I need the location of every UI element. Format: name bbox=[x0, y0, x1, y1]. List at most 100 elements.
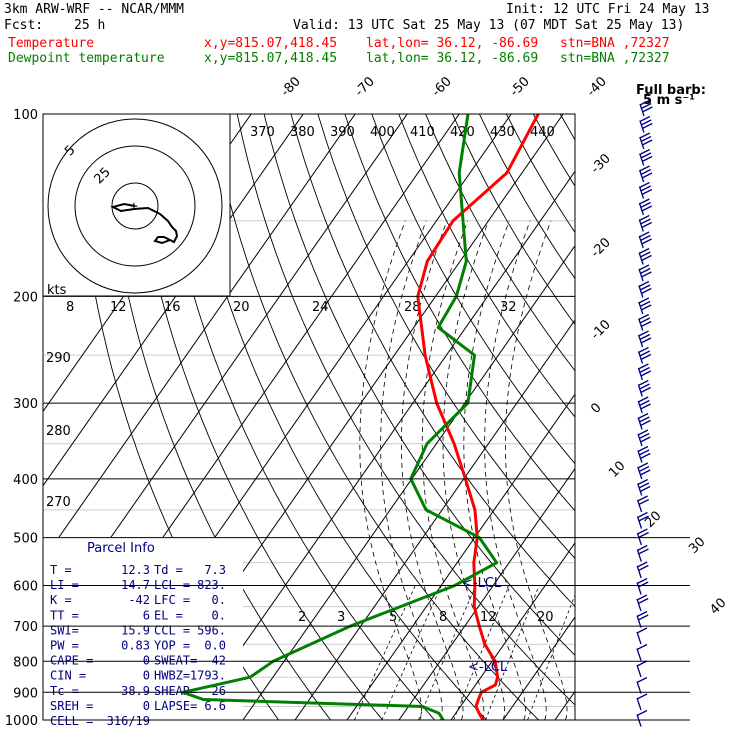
wind-barb-flag-14-1 bbox=[639, 333, 651, 341]
wind-barb-30 bbox=[636, 594, 649, 612]
parcel-cell-9-0: SREH = bbox=[50, 699, 93, 713]
parcel-cell-0-3: 7.3 bbox=[204, 563, 226, 577]
wind-barb-flag-18-1 bbox=[639, 399, 650, 407]
wind-barb-flag-22-2 bbox=[639, 469, 651, 476]
wind-barb-flag-5-1 bbox=[640, 185, 651, 192]
wind-barb-flag-3-0 bbox=[639, 148, 650, 156]
wind-barb-flag-9-0 bbox=[638, 247, 650, 255]
wind-barb-staff-36 bbox=[636, 697, 642, 711]
wind-barb-0 bbox=[639, 99, 653, 117]
mixing-label-top-28: 28 bbox=[404, 300, 421, 315]
wind-barb-flag-10-1 bbox=[639, 267, 651, 275]
wind-barb-flag-21-2 bbox=[640, 452, 651, 460]
wind-barb-13 bbox=[638, 313, 652, 331]
mixing-label-top-8: 8 bbox=[66, 300, 74, 315]
dry-adiabat-460 bbox=[641, 114, 740, 733]
wind-barb-flag-14-0 bbox=[638, 330, 649, 337]
parcel-cell-2-3: 0. bbox=[212, 593, 226, 607]
wind-barb-flag-22-0 bbox=[637, 462, 649, 469]
init-time: Init: 12 UTC Fri 24 May 13 bbox=[506, 2, 710, 17]
wind-barb-9 bbox=[638, 247, 652, 265]
wind-barb-staff-17 bbox=[637, 384, 643, 397]
isotherm-label-40: 40 bbox=[707, 596, 729, 618]
wind-barb-flag-12-2 bbox=[640, 304, 652, 311]
wind-barb-20 bbox=[637, 429, 651, 447]
wind-barb-11 bbox=[638, 280, 652, 298]
parcel-cell-7-1: 0 bbox=[143, 669, 150, 683]
wind-barb-flag-2-0 bbox=[639, 132, 651, 139]
wind-barb-staff-6 bbox=[638, 202, 645, 216]
wind-barb-37 bbox=[636, 709, 648, 727]
latlon-temperature: lat,lon= 36.12, -86.69 bbox=[366, 36, 539, 51]
wind-barb-flag-19-1 bbox=[639, 416, 650, 423]
isotherm-label-10: 10 bbox=[606, 459, 628, 481]
wind-barb-staff-3 bbox=[639, 153, 645, 166]
wind-barb-flag-6-2 bbox=[641, 205, 653, 212]
wind-barb-flag-1-2 bbox=[642, 122, 653, 130]
parcel-cell-7-2: HWBZ= bbox=[154, 669, 190, 683]
wind-barb-flag-13-1 bbox=[639, 317, 651, 324]
mixing-label-low-5: 5 bbox=[389, 610, 397, 625]
wind-barb-flag-17-1 bbox=[639, 383, 650, 390]
dry-adiabat-420 bbox=[532, 114, 575, 187]
mixing-ratio-2 bbox=[354, 585, 416, 720]
wind-barb-flag-15-2 bbox=[640, 353, 652, 361]
parcel-cell-8-3: 26 bbox=[212, 684, 226, 698]
parcel-cell-6-1: 0 bbox=[143, 654, 150, 668]
dry-adiabat-410 bbox=[505, 114, 575, 234]
dry-adiabat-360 bbox=[371, 114, 575, 465]
wind-barb-flag-13-2 bbox=[640, 320, 652, 328]
pressure-label-900: 900 bbox=[13, 686, 38, 701]
wind-barb-staff-31 bbox=[636, 615, 642, 628]
wind-barb-flag-1-0 bbox=[639, 115, 651, 123]
pressure-label-100: 100 bbox=[13, 108, 38, 123]
wind-barb-flag-6-0 bbox=[639, 198, 650, 205]
mixing-label-low-3: 3 bbox=[337, 610, 345, 625]
parcel-cell-2-1: -42 bbox=[128, 593, 150, 607]
isotherm--100 bbox=[43, 114, 304, 487]
parcel-cell-9-2: LAPSE= bbox=[154, 699, 197, 713]
wind-barb-12 bbox=[638, 297, 652, 315]
pressure-label-1000: 1000 bbox=[5, 714, 38, 729]
pressure-label-400: 400 bbox=[13, 473, 38, 488]
wind-barb-35 bbox=[636, 676, 648, 694]
wind-barb-28 bbox=[636, 561, 649, 579]
parcel-cell-0-1: 12.3 bbox=[121, 563, 150, 577]
mixing-label-low-20: 20 bbox=[537, 610, 554, 625]
parcel-cell-5-2: YOP = bbox=[154, 639, 190, 653]
parcel-cell-10-0: CELL = bbox=[50, 714, 93, 728]
wind-barb-staff-32 bbox=[636, 631, 642, 645]
station-dewpoint: stn=BNA ,72327 bbox=[560, 51, 670, 66]
wind-barb-32 bbox=[636, 627, 648, 645]
wind-barb-flag-25-0 bbox=[637, 511, 648, 519]
wind-barb-flag-8-2 bbox=[641, 238, 652, 245]
wind-barb-flag-26-1 bbox=[638, 531, 649, 539]
isotherm-label--20: -20 bbox=[588, 235, 614, 261]
parcel-cell-2-2: LFC = bbox=[154, 593, 190, 607]
wind-barb-flag-17-0 bbox=[638, 379, 649, 387]
parcel-cell-8-1: 38.9 bbox=[121, 684, 150, 698]
dry-adiabat-310 bbox=[236, 114, 575, 706]
wind-barb-staff-0 bbox=[639, 103, 645, 117]
wind-barb-staff-29 bbox=[636, 582, 642, 595]
wind-barb-3 bbox=[639, 148, 653, 166]
moist-adiabat-28 bbox=[484, 220, 547, 720]
wind-barb-staff-4 bbox=[638, 169, 645, 183]
wind-barb-22 bbox=[637, 462, 651, 480]
mixing-label-low-8: 8 bbox=[439, 610, 447, 625]
isotherm-label--30: -30 bbox=[588, 151, 614, 177]
wind-barb-flag-23-0 bbox=[637, 478, 648, 486]
wind-barb-flag-36-0 bbox=[636, 693, 648, 700]
dewpoint-line bbox=[181, 114, 499, 720]
wind-barb-29 bbox=[636, 577, 649, 595]
theta-label-390: 390 bbox=[330, 125, 355, 140]
moist-adiabat-16 bbox=[421, 220, 485, 720]
wind-barb-34 bbox=[636, 660, 648, 678]
xy-dewpoint: x,y=815.07,418.45 bbox=[204, 51, 338, 66]
parcel-cell-10-1: 316/19 bbox=[107, 714, 150, 728]
wind-barb-flag-14-2 bbox=[640, 337, 652, 344]
hodograph-center-icon: + bbox=[130, 199, 138, 214]
mixing-ratio-20 bbox=[527, 593, 575, 720]
pressure-label-500: 500 bbox=[13, 532, 38, 547]
